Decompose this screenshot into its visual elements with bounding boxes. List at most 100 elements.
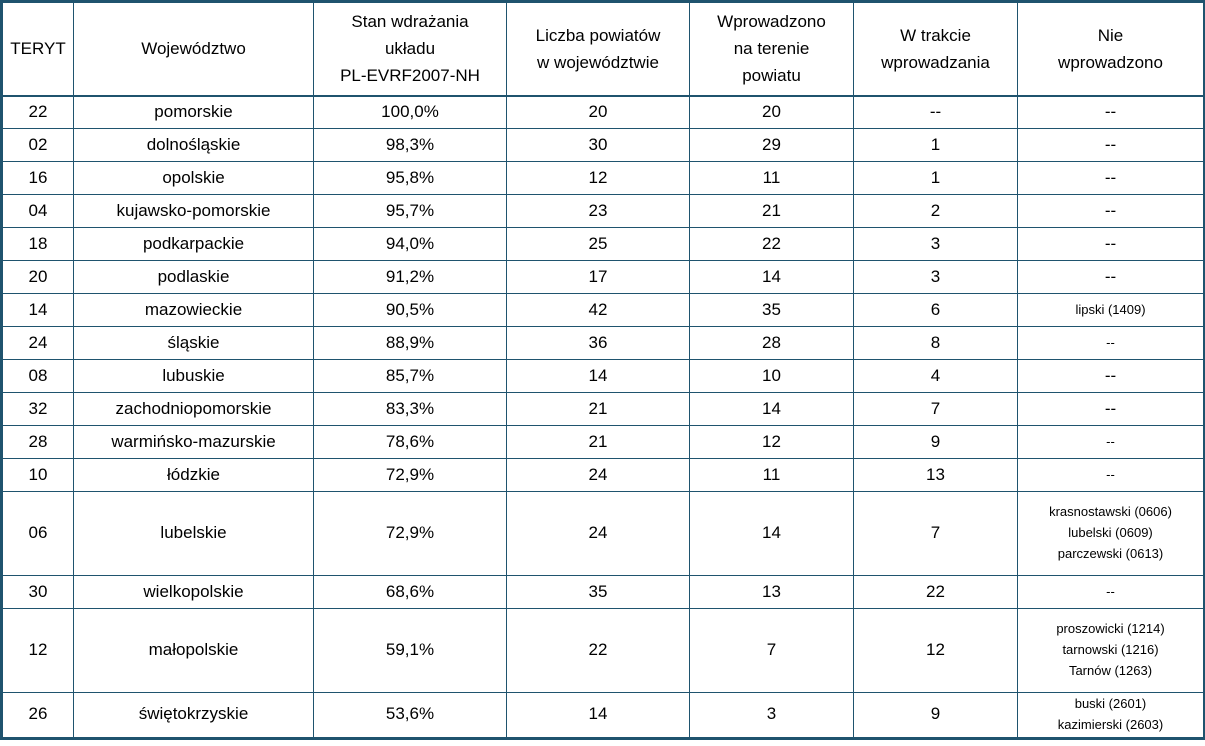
table-row-swietokrzyskie: 26 świętokrzyskie 53,6% 14 3 9 buski (26… [1, 692, 1205, 739]
cell-introduced: 14 [689, 392, 854, 426]
cell-in-progress: 3 [853, 227, 1018, 261]
cell-in-progress: 4 [853, 359, 1018, 393]
cell-progress: 100,0% [313, 95, 507, 129]
cell-voivodeship: podkarpackie [73, 227, 314, 261]
cell-progress: 53,6% [313, 692, 507, 739]
cell-introduced: 20 [689, 95, 854, 129]
cell-in-progress: 8 [853, 326, 1018, 360]
cell-voivodeship: śląskie [73, 326, 314, 360]
cell-progress: 85,7% [313, 359, 507, 393]
cell-teryt: 10 [1, 458, 74, 492]
cell-teryt: 04 [1, 194, 74, 228]
cell-not-introduced: -- [1017, 575, 1205, 609]
table-row-lubuskie: 08 lubuskie 85,7% 14 10 4 -- [1, 359, 1205, 393]
column-header-in-progress: W trakcie wprowadzania [853, 1, 1018, 97]
cell-districts-total: 24 [506, 458, 690, 492]
cell-teryt: 08 [1, 359, 74, 393]
table-row-malopolskie: 12 małopolskie 59,1% 22 7 12 proszowicki… [1, 608, 1205, 693]
cell-teryt: 06 [1, 491, 74, 576]
cell-introduced: 14 [689, 260, 854, 294]
column-header-districts-total: Liczba powiatów w województwie [506, 1, 690, 97]
cell-progress: 95,8% [313, 161, 507, 195]
cell-not-introduced: -- [1017, 128, 1205, 162]
cell-not-introduced: buski (2601) kazimierski (2603) [1017, 692, 1205, 739]
column-header-not-introduced: Nie wprowadzono [1017, 1, 1205, 97]
cell-progress: 68,6% [313, 575, 507, 609]
cell-in-progress: -- [853, 95, 1018, 129]
cell-progress: 94,0% [313, 227, 507, 261]
table-row-mazowieckie: 14 mazowieckie 90,5% 42 35 6 lipski (140… [1, 293, 1205, 327]
cell-in-progress: 9 [853, 692, 1018, 739]
cell-districts-total: 25 [506, 227, 690, 261]
cell-voivodeship: warmińsko-mazurskie [73, 425, 314, 459]
table-row-zachodniopomorskie: 32 zachodniopomorskie 83,3% 21 14 7 -- [1, 392, 1205, 426]
table-row-podkarpackie: 18 podkarpackie 94,0% 25 22 3 -- [1, 227, 1205, 261]
column-header-teryt: TERYT [1, 1, 74, 97]
cell-not-introduced: -- [1017, 260, 1205, 294]
cell-progress: 72,9% [313, 491, 507, 576]
cell-progress: 59,1% [313, 608, 507, 693]
cell-progress: 72,9% [313, 458, 507, 492]
cell-progress: 91,2% [313, 260, 507, 294]
table-row-pomorskie: 22 pomorskie 100,0% 20 20 -- -- [1, 95, 1205, 129]
table-row-kujawsko-pomorskie: 04 kujawsko-pomorskie 95,7% 23 21 2 -- [1, 194, 1205, 228]
cell-teryt: 30 [1, 575, 74, 609]
cell-not-introduced: krasnostawski (0606) lubelski (0609) par… [1017, 491, 1205, 576]
cell-voivodeship: pomorskie [73, 95, 314, 129]
cell-not-introduced: proszowicki (1214) tarnowski (1216) Tarn… [1017, 608, 1205, 693]
cell-voivodeship: opolskie [73, 161, 314, 195]
cell-teryt: 16 [1, 161, 74, 195]
cell-not-introduced: -- [1017, 425, 1205, 459]
table-row-warminsko-mazurskie: 28 warmińsko-mazurskie 78,6% 21 12 9 -- [1, 425, 1205, 459]
cell-progress: 98,3% [313, 128, 507, 162]
cell-teryt: 12 [1, 608, 74, 693]
cell-in-progress: 7 [853, 491, 1018, 576]
table-row-opolskie: 16 opolskie 95,8% 12 11 1 -- [1, 161, 1205, 195]
cell-in-progress: 7 [853, 392, 1018, 426]
cell-districts-total: 14 [506, 692, 690, 739]
cell-progress: 88,9% [313, 326, 507, 360]
cell-voivodeship: mazowieckie [73, 293, 314, 327]
cell-in-progress: 6 [853, 293, 1018, 327]
cell-introduced: 21 [689, 194, 854, 228]
cell-not-introduced: -- [1017, 227, 1205, 261]
cell-districts-total: 35 [506, 575, 690, 609]
cell-voivodeship: zachodniopomorskie [73, 392, 314, 426]
cell-not-introduced: lipski (1409) [1017, 293, 1205, 327]
cell-in-progress: 1 [853, 128, 1018, 162]
cell-voivodeship: kujawsko-pomorskie [73, 194, 314, 228]
cell-not-introduced: -- [1017, 95, 1205, 129]
cell-districts-total: 12 [506, 161, 690, 195]
cell-introduced: 14 [689, 491, 854, 576]
cell-introduced: 10 [689, 359, 854, 393]
column-header-voivodeship: Województwo [73, 1, 314, 97]
cell-voivodeship: lubelskie [73, 491, 314, 576]
cell-districts-total: 21 [506, 425, 690, 459]
table-row-lodzkie: 10 łódzkie 72,9% 24 11 13 -- [1, 458, 1205, 492]
cell-voivodeship: świętokrzyskie [73, 692, 314, 739]
cell-introduced: 28 [689, 326, 854, 360]
cell-in-progress: 22 [853, 575, 1018, 609]
cell-in-progress: 1 [853, 161, 1018, 195]
cell-teryt: 26 [1, 692, 74, 739]
cell-introduced: 13 [689, 575, 854, 609]
cell-districts-total: 17 [506, 260, 690, 294]
cell-not-introduced: -- [1017, 392, 1205, 426]
cell-progress: 90,5% [313, 293, 507, 327]
cell-not-introduced: -- [1017, 194, 1205, 228]
cell-districts-total: 21 [506, 392, 690, 426]
cell-voivodeship: dolnośląskie [73, 128, 314, 162]
cell-voivodeship: łódzkie [73, 458, 314, 492]
cell-not-introduced: -- [1017, 458, 1205, 492]
table-row-slaskie: 24 śląskie 88,9% 36 28 8 -- [1, 326, 1205, 360]
cell-voivodeship: podlaskie [73, 260, 314, 294]
cell-teryt: 28 [1, 425, 74, 459]
cell-not-introduced: -- [1017, 359, 1205, 393]
cell-districts-total: 42 [506, 293, 690, 327]
cell-districts-total: 20 [506, 95, 690, 129]
cell-progress: 78,6% [313, 425, 507, 459]
cell-districts-total: 23 [506, 194, 690, 228]
cell-in-progress: 2 [853, 194, 1018, 228]
table-row-lubelskie: 06 lubelskie 72,9% 24 14 7 krasnostawski… [1, 491, 1205, 576]
